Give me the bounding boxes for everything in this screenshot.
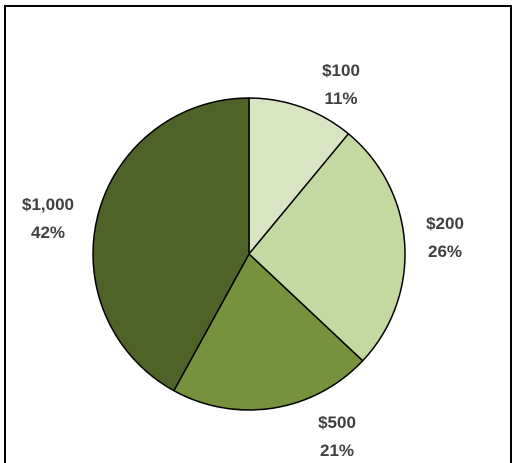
slice-percent-label: 42%: [31, 223, 65, 242]
slice-category-label: $100: [322, 61, 360, 80]
slice-category-label: $500: [318, 413, 356, 432]
pie-slice-2: [248, 133, 406, 362]
slice-category-label: $1,000: [22, 195, 74, 214]
pie-slice-3: [173, 253, 364, 411]
pie-slices: [92, 97, 406, 411]
slice-category-label: $200: [426, 214, 464, 233]
slice-percent-label: 26%: [428, 242, 462, 261]
slice-percent-label: 21%: [320, 441, 354, 460]
pie-slice-4: [92, 97, 250, 392]
slice-percent-label: 11%: [324, 89, 357, 108]
pie-labels: $100 11% $200 26% $500 21% $1,000 42%: [22, 61, 464, 460]
pie-slice-1: [248, 97, 350, 255]
